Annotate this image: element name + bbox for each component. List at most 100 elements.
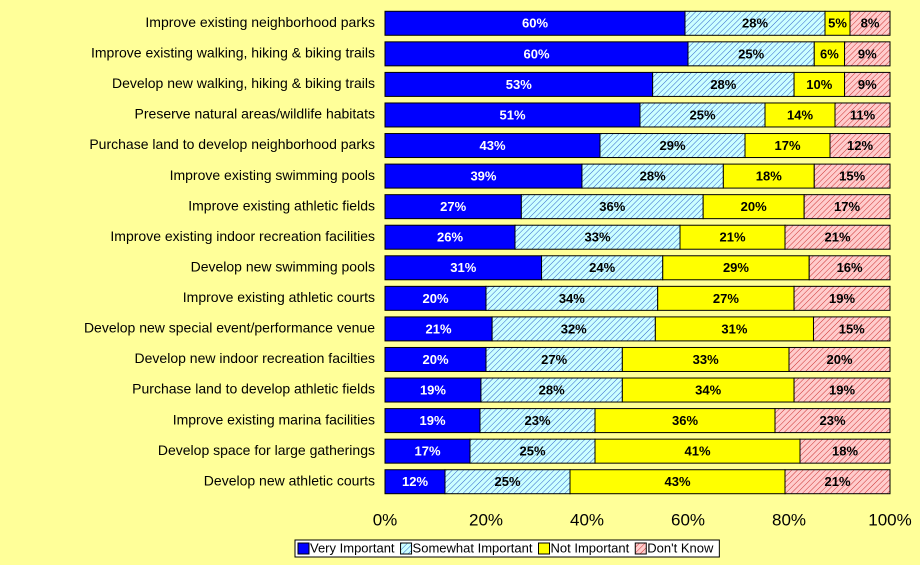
value-label: 9% — [858, 77, 877, 92]
category-label: Develop new athletic courts — [204, 472, 375, 488]
x-tick-label: 60% — [671, 510, 705, 529]
bar-segment — [784, 469, 891, 495]
bar-segment — [444, 469, 571, 495]
bar-segment — [722, 163, 815, 189]
value-label: 28% — [539, 382, 565, 397]
bar-segment — [679, 224, 786, 250]
value-label: 25% — [519, 444, 545, 459]
value-label: 33% — [584, 230, 610, 245]
value-label: 19% — [829, 291, 855, 306]
bar-segment — [520, 194, 704, 220]
bar-segment — [384, 163, 583, 189]
value-label: 36% — [599, 199, 625, 214]
value-label: 29% — [723, 260, 749, 275]
value-label: 27% — [440, 199, 466, 214]
value-label: 25% — [494, 474, 520, 489]
value-label: 10% — [806, 77, 832, 92]
value-label: 21% — [824, 230, 850, 245]
value-label: 20% — [422, 352, 448, 367]
value-label: 20% — [826, 352, 852, 367]
value-label: 28% — [710, 77, 736, 92]
category-label: Preserve natural areas/wildlife habitats — [135, 106, 375, 122]
value-label: 28% — [742, 16, 768, 31]
bar-segment — [621, 346, 790, 372]
bar-segment — [813, 163, 891, 189]
value-label: 19% — [829, 382, 855, 397]
value-label: 18% — [832, 444, 858, 459]
value-label: 20% — [422, 291, 448, 306]
value-label: 18% — [756, 169, 782, 184]
bar-segment — [384, 377, 482, 403]
bar-segment — [491, 316, 656, 342]
category-label: Purchase land to develop athletic fields — [132, 381, 375, 397]
bar-segment — [803, 194, 891, 220]
bar-segment — [384, 41, 689, 67]
value-label: 29% — [659, 138, 685, 153]
bar-segment — [384, 10, 686, 36]
x-tick-label: 100% — [868, 510, 911, 529]
value-label: 23% — [819, 413, 845, 428]
bar-segment — [788, 346, 891, 372]
value-label: 17% — [774, 138, 800, 153]
legend-label: Not Important — [551, 540, 630, 555]
value-label: 60% — [523, 46, 549, 61]
bar-segment — [808, 255, 891, 281]
value-label: 51% — [499, 107, 525, 122]
bar-segment — [813, 41, 846, 67]
value-label: 34% — [559, 291, 585, 306]
category-label: Improve existing neighborhood parks — [145, 14, 375, 30]
bar-segment — [599, 133, 746, 159]
category-label: Develop new swimming pools — [191, 258, 375, 274]
legend-label: Don't Know — [647, 540, 714, 555]
legend-label: Very Important — [310, 540, 395, 555]
bar-segment — [569, 469, 786, 495]
legend-swatch — [634, 542, 647, 555]
value-label: 60% — [522, 16, 548, 31]
value-label: 43% — [479, 138, 505, 153]
category-label: Develop new indoor recreation facilties — [135, 350, 375, 366]
value-label: 32% — [561, 321, 587, 336]
bar-segment — [849, 10, 891, 36]
value-label: 25% — [738, 46, 764, 61]
x-tick-label: 80% — [772, 510, 806, 529]
bar-segment — [784, 224, 891, 250]
x-tick-label: 20% — [469, 510, 503, 529]
value-label: 16% — [837, 260, 863, 275]
bar-segment — [514, 224, 681, 250]
value-label: 34% — [695, 382, 721, 397]
bar-segment — [834, 102, 891, 128]
value-label: 33% — [693, 352, 719, 367]
value-label: 15% — [839, 169, 865, 184]
value-label: 26% — [437, 230, 463, 245]
bar-segment — [621, 377, 795, 403]
bar-segment — [799, 438, 891, 464]
bar-segment — [652, 71, 795, 97]
value-label: 27% — [541, 352, 567, 367]
value-label: 31% — [450, 260, 476, 275]
bar-segment — [793, 285, 891, 311]
value-label: 27% — [713, 291, 739, 306]
value-label: 9% — [858, 46, 877, 61]
category-label: Develop new walking, hiking & biking tra… — [112, 75, 375, 91]
bar-segment — [485, 285, 659, 311]
legend-swatch — [400, 542, 413, 555]
bar-segment — [480, 377, 623, 403]
category-label: Develop space for large gatherings — [158, 442, 375, 458]
bar-segment — [469, 438, 596, 464]
value-label: 17% — [414, 444, 440, 459]
bar-segment — [384, 224, 516, 250]
bar-segment — [662, 255, 810, 281]
value-label: 31% — [721, 321, 747, 336]
bar-segment — [384, 346, 487, 372]
x-tick-label: 0% — [373, 510, 398, 529]
value-label: 21% — [426, 321, 452, 336]
bar-segment — [384, 102, 641, 128]
bar-segment — [384, 469, 446, 495]
category-label: Improve existing indoor recreation facil… — [110, 228, 375, 244]
value-label: 23% — [524, 413, 550, 428]
value-label: 53% — [506, 77, 532, 92]
legend-label: Somewhat Important — [413, 540, 533, 555]
bar-segment — [687, 41, 815, 67]
bar-segment — [384, 285, 487, 311]
